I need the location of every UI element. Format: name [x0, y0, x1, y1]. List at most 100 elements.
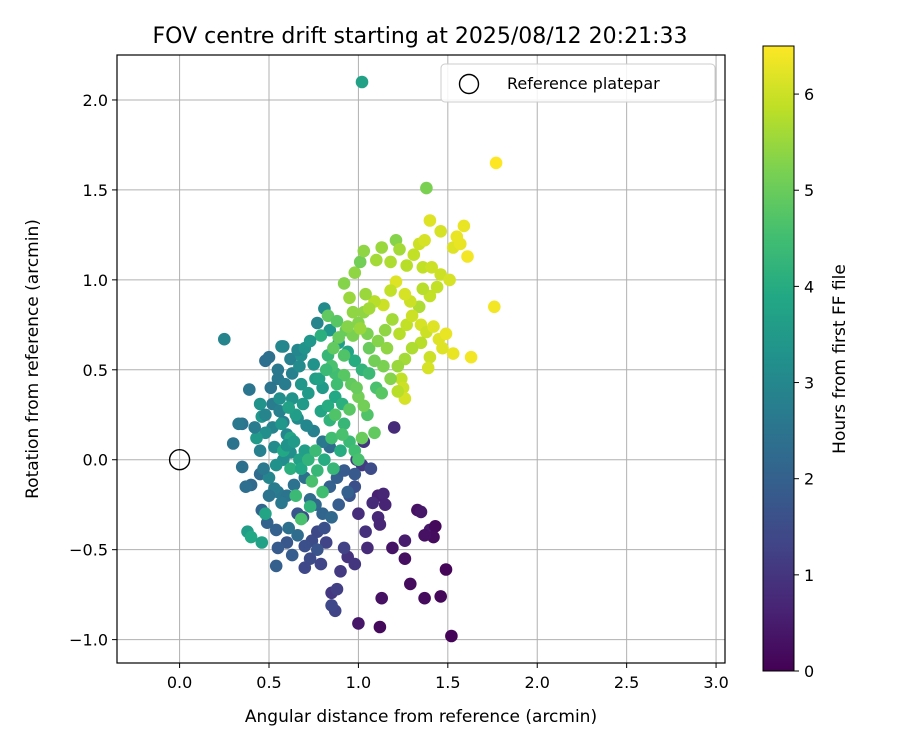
data-point: [282, 401, 296, 414]
data-point: [357, 399, 371, 413]
data-point: [269, 523, 283, 537]
legend-label: Reference platepar: [507, 74, 660, 93]
data-point: [384, 284, 397, 297]
data-point: [398, 287, 412, 301]
data-point: [337, 464, 351, 477]
data-point: [311, 316, 324, 330]
data-point: [343, 291, 356, 305]
data-point: [296, 397, 310, 411]
data-point: [269, 559, 283, 573]
data-point: [278, 377, 292, 391]
data-point: [285, 548, 299, 562]
data-point: [359, 287, 372, 301]
data-point: [341, 320, 355, 333]
data-point: [386, 541, 399, 555]
data-point: [253, 444, 267, 458]
data-point: [370, 253, 383, 267]
data-point: [293, 359, 306, 373]
data-point: [350, 381, 363, 395]
data-point: [416, 282, 430, 296]
data-point: [341, 485, 355, 499]
data-point: [253, 397, 267, 411]
data-point: [355, 431, 369, 445]
colorbar-tick-label: 6: [804, 85, 814, 104]
plot-frame: [116, 54, 726, 664]
data-point: [357, 244, 371, 258]
data-point: [330, 314, 344, 328]
data-point: [273, 392, 287, 405]
data-point: [330, 377, 344, 391]
y-axis-ticks: −1.0 −0.5 0.0 0.5 1.0 1.5 2.0: [69, 91, 117, 650]
data-point: [337, 417, 351, 431]
data-point: [287, 435, 301, 449]
data-point: [429, 520, 442, 533]
data-point: [287, 478, 301, 492]
y-tick-label: 1.5: [83, 181, 108, 200]
data-point: [353, 255, 367, 269]
data-point: [346, 305, 360, 319]
data-point: [305, 475, 319, 488]
data-point: [243, 383, 256, 396]
data-point: [250, 431, 263, 445]
data-point: [352, 507, 365, 520]
data-point: [244, 530, 258, 544]
data-point: [348, 557, 362, 571]
data-point: [407, 248, 421, 261]
legend: Reference platepar: [440, 63, 716, 103]
data-point: [368, 354, 381, 368]
data-point: [337, 368, 351, 382]
x-tick-label: 2.0: [525, 673, 550, 692]
data-point: [257, 462, 270, 476]
data-point: [404, 577, 417, 591]
data-point: [414, 505, 428, 519]
data-point: [312, 372, 326, 386]
data-point: [434, 225, 448, 238]
data-point: [259, 408, 272, 422]
data-point: [325, 431, 338, 445]
data-point: [235, 460, 249, 474]
y-tick-label: 2.0: [83, 91, 108, 110]
data-point: [294, 512, 308, 526]
data-point: [226, 437, 240, 450]
data-point: [275, 340, 288, 353]
data-point: [377, 487, 390, 501]
data-point: [337, 349, 351, 362]
data-point: [355, 75, 369, 89]
data-point: [284, 462, 297, 476]
data-point: [348, 354, 362, 368]
data-point: [318, 521, 331, 535]
data-point: [373, 620, 387, 634]
data-point: [337, 541, 351, 555]
data-point: [387, 421, 401, 434]
legend-box: [440, 63, 716, 103]
data-point: [423, 214, 437, 227]
data-point: [300, 419, 313, 432]
data-point: [348, 467, 362, 481]
x-tick-label: 2.5: [614, 673, 639, 692]
colorbar-label: Hours from first FF file: [830, 264, 850, 454]
y-tick-label: −1.0: [69, 631, 108, 650]
y-tick-label: 1.0: [83, 271, 108, 290]
data-point: [255, 536, 269, 549]
data-point: [380, 341, 394, 355]
data-point: [362, 367, 376, 380]
data-point: [311, 543, 324, 556]
data-point: [248, 421, 261, 434]
data-point: [319, 536, 333, 549]
data-point: [275, 496, 288, 510]
colorbar-tick-label: 0: [804, 662, 814, 681]
data-point: [384, 372, 397, 386]
data-point: [457, 219, 471, 233]
data-point: [378, 498, 392, 512]
colorbar-tick-label: 5: [804, 181, 814, 200]
colorbar-tick-label: 4: [804, 277, 814, 296]
colorbar-tick-label: 1: [804, 566, 814, 585]
data-point: [239, 480, 253, 494]
data-point: [353, 322, 367, 335]
data-point: [375, 386, 389, 400]
data-point: [343, 403, 356, 416]
data-point: [327, 341, 340, 355]
data-point: [386, 313, 399, 326]
data-point: [271, 363, 285, 377]
data-point: [307, 358, 321, 371]
